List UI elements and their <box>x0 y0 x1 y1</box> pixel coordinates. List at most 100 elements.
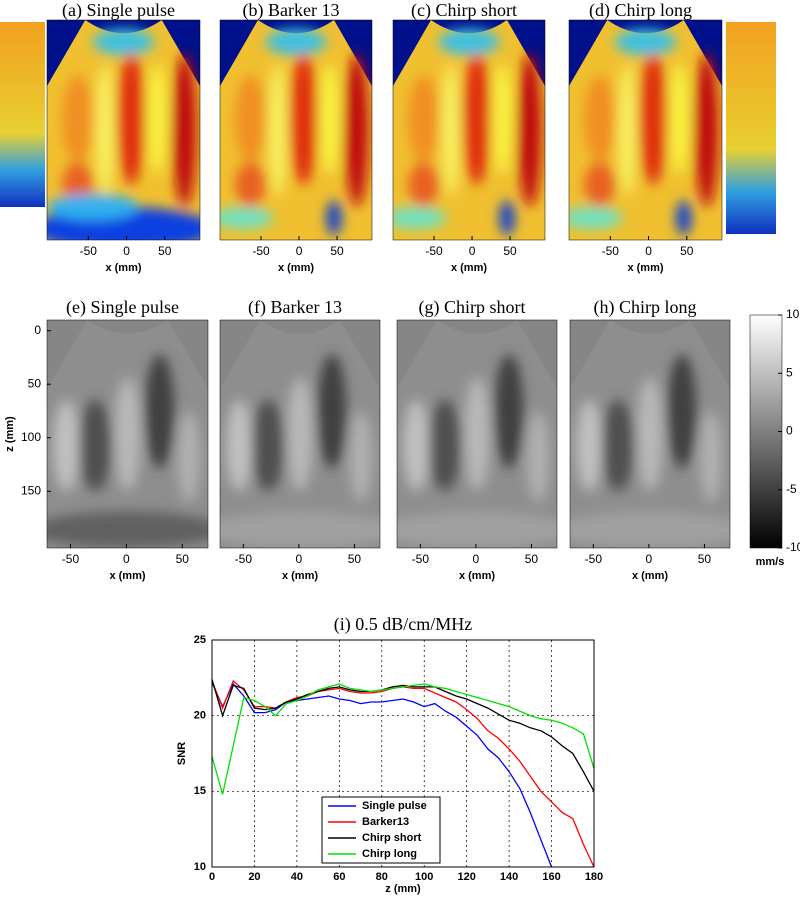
x-tick-label: -50 <box>585 552 603 566</box>
blobs <box>220 354 380 548</box>
image <box>47 320 208 548</box>
image <box>47 20 200 240</box>
image <box>569 20 722 240</box>
blob <box>220 207 274 229</box>
x-axis-label: x (mm) <box>451 262 487 274</box>
panel-title: (c) Chirp short <box>411 0 517 21</box>
blob <box>287 377 313 491</box>
blob <box>235 163 266 207</box>
x-tick-label: 0 <box>473 552 480 566</box>
side-image <box>0 22 45 207</box>
x-tick-label: 120 <box>457 871 475 883</box>
x-tick-label: -50 <box>602 244 620 258</box>
panel-title: (b) Barker 13 <box>243 0 340 21</box>
y-axis-label: z (mm) <box>4 416 16 452</box>
blob <box>344 53 369 207</box>
blob <box>117 53 145 185</box>
x-tick-label: 180 <box>585 871 603 883</box>
y-tick-label: 150 <box>21 483 41 497</box>
blob <box>699 411 722 503</box>
panel-title: (e) Single pulse <box>66 297 179 318</box>
blob <box>177 411 200 503</box>
blob <box>393 207 447 229</box>
blob <box>79 399 112 491</box>
frame <box>219 319 381 549</box>
blobs <box>220 28 369 236</box>
x-tick-label: -50 <box>235 552 253 566</box>
frame <box>568 19 723 241</box>
y-tick-label: 15 <box>194 785 206 797</box>
colorbar-label: mm/s <box>756 556 785 568</box>
frame <box>569 319 731 549</box>
x-tick-label: 0 <box>296 244 303 258</box>
blob <box>289 53 318 185</box>
colorbar-tick-label: -10 <box>786 540 800 554</box>
blob <box>62 75 93 163</box>
blob <box>172 53 197 207</box>
blobs <box>393 28 542 236</box>
x-tick-label: 100 <box>415 871 433 883</box>
legend-label: Single pulse <box>362 800 427 812</box>
blob <box>441 64 460 196</box>
x-tick-label: 0 <box>123 552 130 566</box>
blob <box>499 200 515 236</box>
frame <box>392 19 546 241</box>
blob <box>235 75 266 163</box>
blob <box>317 354 347 469</box>
x-tick-label: 50 <box>158 244 172 258</box>
blob <box>408 75 439 163</box>
blob <box>576 399 602 491</box>
colorbar <box>749 314 783 549</box>
colorbar-tick-label: 0 <box>786 424 793 438</box>
blob <box>668 64 690 174</box>
image <box>397 320 557 548</box>
x-tick-label: 0 <box>123 244 130 258</box>
x-tick-label: 0 <box>646 552 653 566</box>
blob <box>491 64 514 174</box>
x-tick-label: 140 <box>500 871 518 883</box>
legend-label: Barker13 <box>362 816 409 828</box>
x-tick-label: -50 <box>80 244 98 258</box>
x-tick-label: 50 <box>525 552 539 566</box>
x-tick-label: 50 <box>680 244 694 258</box>
x-axis-label: x (mm) <box>627 262 663 274</box>
x-tick-label: 50 <box>176 552 190 566</box>
blob <box>92 28 155 56</box>
blob <box>462 53 491 185</box>
blobs <box>47 354 208 548</box>
blob <box>53 399 80 491</box>
blob <box>494 354 524 469</box>
x-tick-label: 20 <box>248 871 260 883</box>
frame <box>396 319 558 549</box>
x-tick-label: 50 <box>330 244 344 258</box>
blob <box>617 64 637 196</box>
image <box>393 20 545 240</box>
panel-title: (g) Chirp short <box>419 297 526 318</box>
blob <box>602 399 634 491</box>
chart-title: (i) 0.5 dB/cm/MHz <box>334 614 472 635</box>
x-tick-label: 80 <box>376 871 388 883</box>
blob <box>397 511 557 548</box>
x-axis-label: x (mm) <box>282 570 318 582</box>
blobs <box>47 28 200 240</box>
colorbar-tick-label: 5 <box>786 365 793 379</box>
blob <box>694 53 719 207</box>
x-tick-label: 160 <box>542 871 560 883</box>
blob <box>265 28 327 56</box>
x-axis-label: x (mm) <box>105 262 141 274</box>
blobs <box>570 354 730 548</box>
panel-title: (a) Single pulse <box>62 0 175 21</box>
blob <box>614 28 677 56</box>
blob <box>569 207 623 229</box>
blob <box>47 511 208 548</box>
blob <box>145 354 175 469</box>
blob <box>226 399 252 491</box>
frame <box>46 319 209 549</box>
y-tick-label: 50 <box>28 376 42 390</box>
x-tick-label: 50 <box>503 244 517 258</box>
blob <box>584 163 615 207</box>
x-tick-label: 0 <box>296 552 303 566</box>
panel-title: (d) Chirp long <box>589 0 692 21</box>
blob <box>114 377 141 491</box>
